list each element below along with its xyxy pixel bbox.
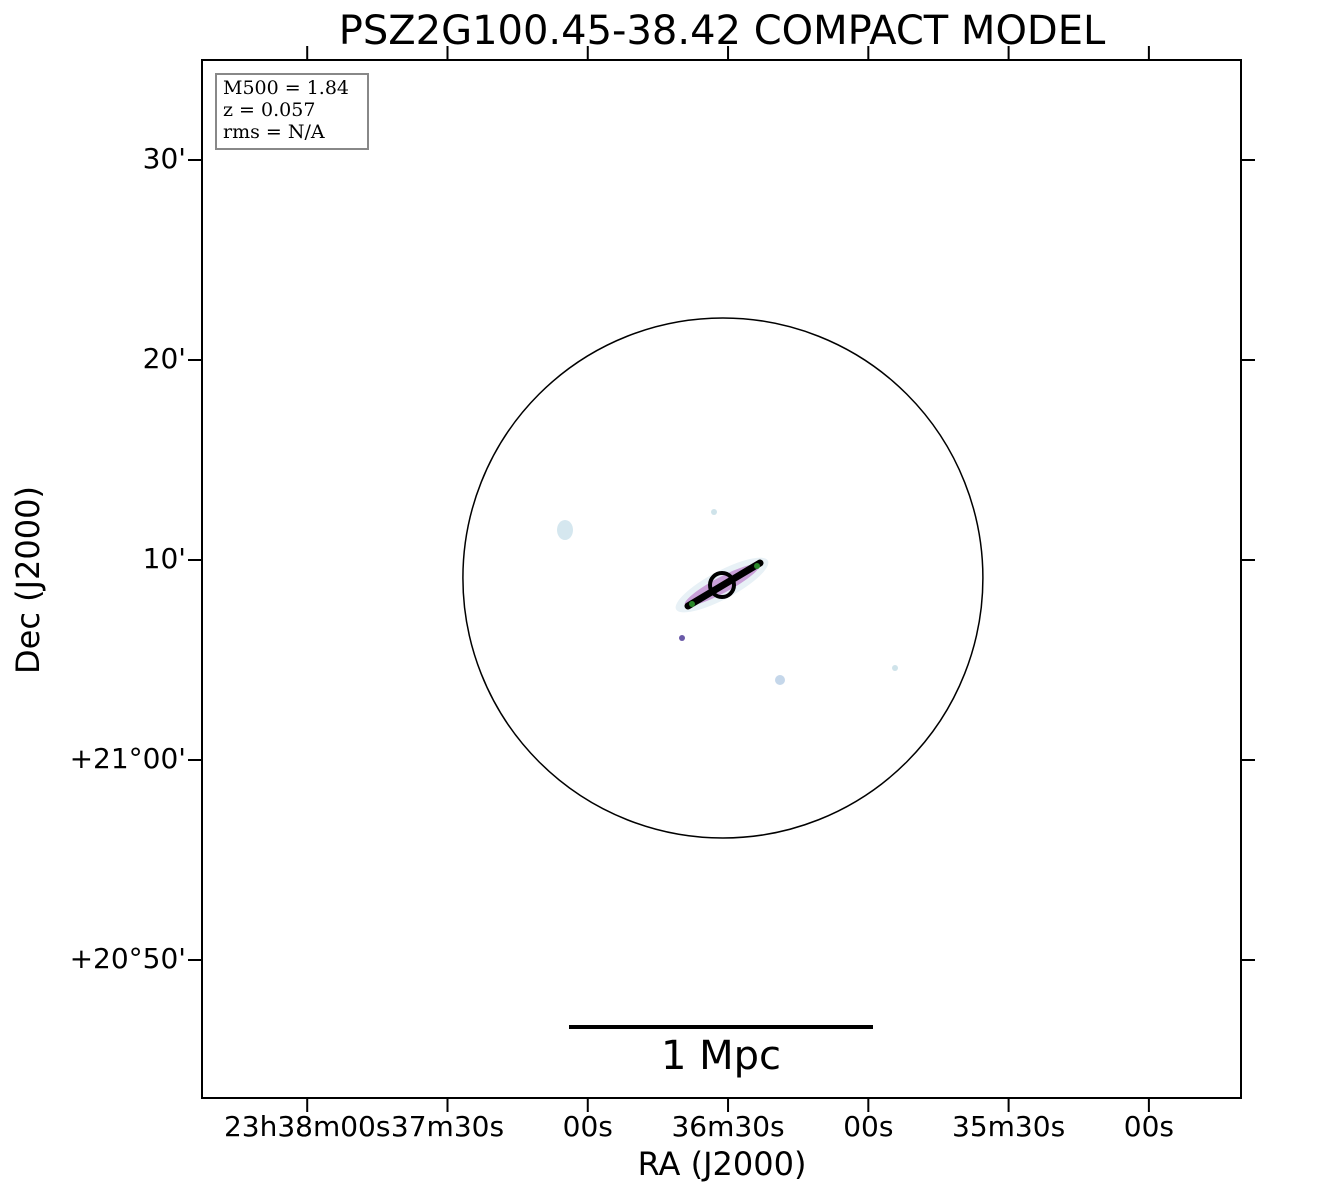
x-axis-label: RA (J2000) (638, 1145, 807, 1183)
scale-bar-label: 1 Mpc (661, 1033, 781, 1079)
y-tick-label: +20°50' (70, 942, 186, 975)
y-tick-label: 20' (143, 342, 186, 375)
source (557, 509, 898, 685)
x-tick-label: 00s (563, 1110, 613, 1143)
x-tick-label: 35m30s (952, 1110, 1065, 1143)
aperture-circle (462, 317, 984, 839)
y-axis-label: Dec (J2000) (9, 486, 47, 674)
x-tick-label: 36m30s (671, 1110, 784, 1143)
x-tick-label: 37m30s (391, 1110, 504, 1143)
x-tick-label: 23h38m00s (224, 1110, 391, 1143)
annotation: z = 0.057 (223, 99, 315, 121)
y-tick-label: 30' (143, 142, 186, 175)
x-tick-label: 00s (1124, 1110, 1174, 1143)
y-tick-label: 10' (143, 542, 186, 575)
x-tick-label: 00s (843, 1110, 893, 1143)
annotation-box (215, 73, 369, 150)
y-tick-label: +21°00' (70, 742, 186, 775)
annotation: M500 = 1.84 (223, 77, 349, 99)
annotation: rms = N/A (223, 121, 325, 143)
chart-title: PSZ2G100.45-38.42 COMPACT MODEL (339, 8, 1106, 54)
